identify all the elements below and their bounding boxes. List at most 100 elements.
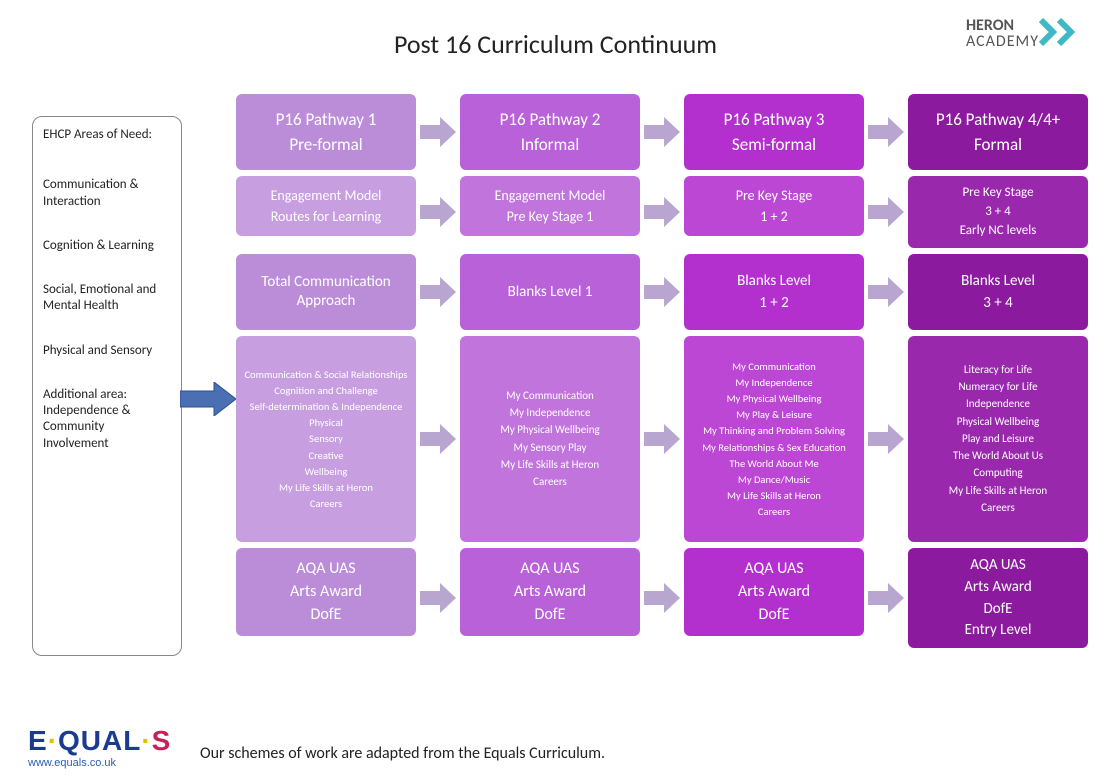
grid-cell: AQA UASArts AwardDofE	[236, 548, 416, 636]
arrow-right-icon	[644, 277, 680, 307]
cell-line: P16 Pathway 2	[500, 109, 601, 130]
grid-row: AQA UAS Arts Award DofE AQA UAS Arts Award D…	[236, 548, 1096, 648]
cell-line: Routes for Learning	[271, 208, 382, 226]
cell-line: DofE	[535, 605, 566, 625]
cell-line: My Physical Wellbeing	[500, 423, 599, 437]
cell-line: Sensory	[309, 432, 343, 445]
cell-line: Careers	[310, 497, 342, 510]
cell-line: Blanks Level 1	[508, 283, 593, 302]
heron-logo: HERON ACADEMY	[966, 18, 1083, 50]
arrow-right-icon	[644, 197, 680, 227]
cell-line: DofE	[311, 605, 342, 625]
cell-line: Engagement Model	[271, 187, 382, 205]
cell-line: Careers	[533, 475, 567, 489]
arrow-right-icon	[868, 197, 904, 227]
cell-line: The World About Us	[953, 449, 1043, 463]
ehcp-areas-box: EHCP Areas of Need: Communication & Inte…	[32, 116, 182, 656]
grid-cell: Blanks Level 1	[460, 254, 640, 330]
arrow-slot	[416, 336, 460, 542]
cell-line: My Communication	[732, 360, 816, 373]
grid-cell-list: Communication & Social Relationships Cogn…	[236, 336, 416, 542]
cell-line: DofE	[759, 605, 790, 625]
page-title: Post 16 Curriculum Continuum	[0, 28, 1111, 60]
cell-line: Arts Award	[738, 582, 810, 602]
cell-line: P16 Pathway 4/4+	[936, 109, 1060, 130]
cell-line: The World About Me	[729, 457, 818, 470]
cell-line: Formal	[974, 134, 1022, 155]
cell-line: Cognition and Challenge	[274, 384, 378, 397]
grid-cell: Engagement Model Routes for Learning	[236, 176, 416, 236]
cell-line: Pre-formal	[289, 134, 362, 155]
pathway-head-1: P16 Pathway 1 Pre-formal	[236, 94, 416, 170]
cell-line: My Independence	[510, 406, 591, 420]
heron-logo-line2: ACADEMY	[966, 34, 1039, 50]
arrow-right-icon	[420, 197, 456, 227]
cell-line: Play and Leisure	[962, 432, 1034, 446]
cell-line: Early NC levels	[960, 223, 1037, 239]
arrow-right-icon	[868, 424, 904, 454]
arrow-slot	[640, 94, 684, 170]
arrow-slot	[640, 254, 684, 330]
ehcp-arrow-icon	[180, 382, 236, 416]
arrow-slot	[416, 254, 460, 330]
arrow-slot	[640, 176, 684, 248]
ehcp-heading: EHCP Areas of Need:	[43, 127, 171, 143]
cell-line: AQA UAS	[520, 559, 579, 579]
chevron-right-icon	[1039, 18, 1083, 46]
cell-line: Careers	[981, 501, 1015, 515]
cell-line: Self-determination & Independence	[250, 400, 403, 413]
cell-line: P16 Pathway 3	[724, 109, 825, 130]
cell-line: Informal	[521, 134, 579, 155]
arrow-slot	[640, 336, 684, 542]
cell-line: Arts Award	[290, 582, 362, 602]
cell-line: My Life Skills at Heron	[727, 489, 821, 502]
arrow-right-icon	[644, 583, 680, 613]
cell-line: AQA UAS	[744, 559, 803, 579]
ehcp-item: Cognition & Learning	[43, 238, 171, 254]
arrow-right-icon	[420, 583, 456, 613]
cell-line: My Life Skills at Heron	[279, 481, 373, 494]
equals-logo: E·QUAL·S www.equals.co.uk	[28, 725, 171, 769]
arrow-slot	[864, 254, 908, 330]
arrow-right-icon	[420, 277, 456, 307]
arrow-right-icon	[868, 277, 904, 307]
cell-line: My Life Skills at Heron	[949, 484, 1047, 498]
cell-line: My Communication	[506, 389, 594, 403]
arrow-right-icon	[644, 117, 680, 147]
pathway-head-2: P16 Pathway 2 Informal	[460, 94, 640, 170]
equals-url: www.equals.co.uk	[28, 757, 171, 769]
arrow-slot	[864, 336, 908, 542]
cell-line: 3 + 4	[985, 204, 1011, 220]
cell-line: Careers	[758, 505, 790, 518]
pathway-head-4: P16 Pathway 4/4+ Formal	[908, 94, 1088, 170]
cell-line: Wellbeing	[305, 465, 348, 478]
grid-row-head: P16 Pathway 1 Pre-formal P16 Pathway 2 I…	[236, 94, 1096, 170]
cell-line: My Thinking and Problem Solving	[703, 424, 845, 437]
arrow-slot	[864, 176, 908, 248]
ehcp-item: Communication & Interaction	[43, 177, 171, 210]
cell-line: My Play & Leisure	[736, 408, 812, 421]
cell-line: Creative	[309, 449, 344, 462]
cell-line: Entry Level	[965, 621, 1032, 640]
cell-line: Blanks Level	[737, 272, 811, 291]
arrow-right-icon	[868, 117, 904, 147]
grid-cell: Blanks Level 3 + 4	[908, 254, 1088, 330]
cell-line: 1 + 2	[759, 294, 788, 313]
cell-line: Pre Key Stage	[736, 187, 813, 205]
cell-line: Communication & Social Relationships	[244, 368, 407, 381]
cell-line: My Independence	[735, 376, 812, 389]
cell-line: Semi-formal	[732, 134, 816, 155]
grid-cell: Blanks Level 1 + 2	[684, 254, 864, 330]
cell-line: Pre Key Stage	[962, 185, 1033, 201]
arrow-right-icon	[868, 583, 904, 613]
grid-cell: Total Communication Approach	[236, 254, 416, 330]
grid-cell-list: Literacy for LifeNumeracy for LifeIndepe…	[908, 336, 1088, 542]
arrow-slot	[416, 94, 460, 170]
cell-line: Arts Award	[514, 582, 586, 602]
cell-line: 1 + 2	[760, 208, 788, 226]
cell-line: Computing	[973, 466, 1022, 480]
cell-line: My Life Skills at Heron	[501, 458, 599, 472]
ehcp-item: Additional area: Independence & Communit…	[43, 387, 171, 452]
cell-line: Physical Wellbeing	[957, 415, 1039, 429]
pathway-head-3: P16 Pathway 3 Semi-formal	[684, 94, 864, 170]
